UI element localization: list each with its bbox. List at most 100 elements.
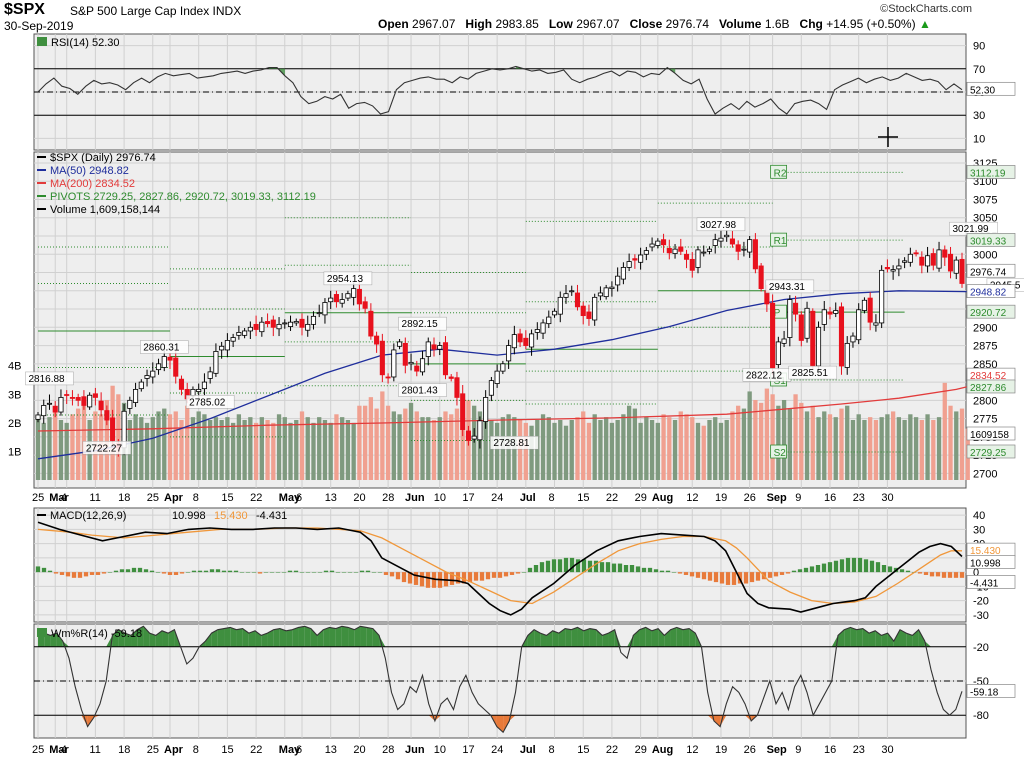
price-candle xyxy=(265,313,271,328)
macd-histogram-bar xyxy=(227,570,233,573)
price-candle xyxy=(592,293,598,326)
willr-overbought-fill xyxy=(837,629,845,647)
price-candle xyxy=(506,339,512,369)
volume-bar xyxy=(288,422,293,480)
candle-body xyxy=(850,335,856,343)
price-candle xyxy=(655,238,661,249)
candle-body xyxy=(632,258,638,261)
macd-histogram-bar xyxy=(539,562,545,573)
price-badge-box xyxy=(966,233,1016,247)
volume-tick-label: 1B xyxy=(8,446,21,458)
x-axis-label-bottom: 10 xyxy=(434,744,446,756)
volume-bar xyxy=(959,408,965,480)
candle-body xyxy=(110,417,116,441)
volume-bar xyxy=(586,422,592,480)
volume-bar xyxy=(276,414,282,480)
x-axis-label-top: 9 xyxy=(795,492,801,504)
macd-histogram-bar xyxy=(395,572,401,580)
volume-bar xyxy=(896,417,902,480)
price-badge-box xyxy=(966,379,1016,394)
price-badge: 3112.19 xyxy=(966,165,1016,179)
volume-bar xyxy=(615,420,620,480)
price-candle xyxy=(781,330,787,348)
price-candle xyxy=(873,314,879,332)
volume-bar xyxy=(793,394,798,480)
willr-overbought-fill xyxy=(912,629,919,647)
macd-histogram-bar xyxy=(113,570,119,573)
candle-body xyxy=(758,265,764,289)
macd-histogram-bar xyxy=(359,570,365,573)
macd-histogram-bar xyxy=(377,572,383,573)
candle-body xyxy=(506,345,512,362)
volume-bar xyxy=(64,422,69,480)
candle-body xyxy=(127,399,133,409)
candle-body xyxy=(655,240,661,246)
price-candle xyxy=(397,338,403,350)
price-candle xyxy=(683,249,690,269)
volume-bar xyxy=(483,420,488,480)
candle-body xyxy=(563,293,569,298)
volume-bar xyxy=(437,417,442,480)
price-candle xyxy=(729,230,735,248)
price-candle xyxy=(557,291,563,323)
candle-body xyxy=(879,269,885,324)
volume-bar xyxy=(741,408,747,480)
candle-body xyxy=(672,248,678,254)
volume-bar xyxy=(472,405,477,480)
macd-histogram-bar xyxy=(497,572,503,578)
candle-body xyxy=(483,397,489,422)
price-tick-label: 3100 xyxy=(973,176,997,188)
macd-value-badge-label: 10.998 xyxy=(970,558,1001,569)
ma50-legend: MA(50) 2948.82 xyxy=(50,165,129,177)
price-candle xyxy=(477,416,483,449)
candle-body xyxy=(678,246,684,252)
price-candle xyxy=(437,341,443,356)
macd-histogram-bar xyxy=(551,559,557,573)
candle-body xyxy=(638,254,644,263)
volume-bar xyxy=(196,411,201,480)
volume-bar xyxy=(460,394,465,480)
symbol-title: $SPX xyxy=(4,1,45,18)
volume-bar xyxy=(133,414,138,480)
price-candle xyxy=(379,333,385,383)
candle-body xyxy=(328,297,334,303)
volume-bar xyxy=(311,422,316,480)
volume-bar xyxy=(150,417,155,480)
price-candle xyxy=(104,405,110,426)
macd-histogram-bar xyxy=(959,572,965,578)
willr-overbought-fill xyxy=(230,627,237,647)
candle-body xyxy=(442,342,449,376)
price-candle xyxy=(586,304,592,326)
macd-histogram-bar xyxy=(251,572,257,573)
macd-histogram-bar xyxy=(107,572,113,573)
candle-body xyxy=(661,239,667,246)
price-candle xyxy=(391,343,397,382)
volume-bar xyxy=(563,425,569,480)
macd-histogram-bar xyxy=(617,563,623,573)
willr-overbought-fill xyxy=(596,629,603,647)
price-annotation: 2943.31 xyxy=(765,279,815,294)
volume-bar xyxy=(156,411,161,480)
rsi-legend: RSI(14) 52.30 xyxy=(51,37,119,49)
annotation-box xyxy=(25,371,74,386)
x-axis-label-top: Aug xyxy=(652,492,673,504)
macd-histogram-bar xyxy=(713,572,719,583)
price-candle xyxy=(879,265,885,329)
x-axis-label-bottom: 15 xyxy=(577,744,589,756)
price-candle xyxy=(632,254,638,269)
price-candle xyxy=(127,396,133,415)
candle-body xyxy=(741,248,747,251)
price-candle xyxy=(46,394,53,410)
annotation-box xyxy=(398,383,447,397)
candle-body xyxy=(798,314,804,341)
x-axis-label-top: Apr xyxy=(164,492,184,504)
macd-hist-legend-value: -4.431 xyxy=(256,510,287,522)
x-axis-label-bottom: 25 xyxy=(32,744,44,756)
macd-histogram-bar xyxy=(743,572,749,584)
price-candle xyxy=(718,229,724,248)
volume-bar xyxy=(661,414,666,480)
x-axis-label-bottom: May xyxy=(279,744,301,756)
candle-body xyxy=(379,340,385,376)
price-badge: 2920.72 xyxy=(966,304,1016,319)
